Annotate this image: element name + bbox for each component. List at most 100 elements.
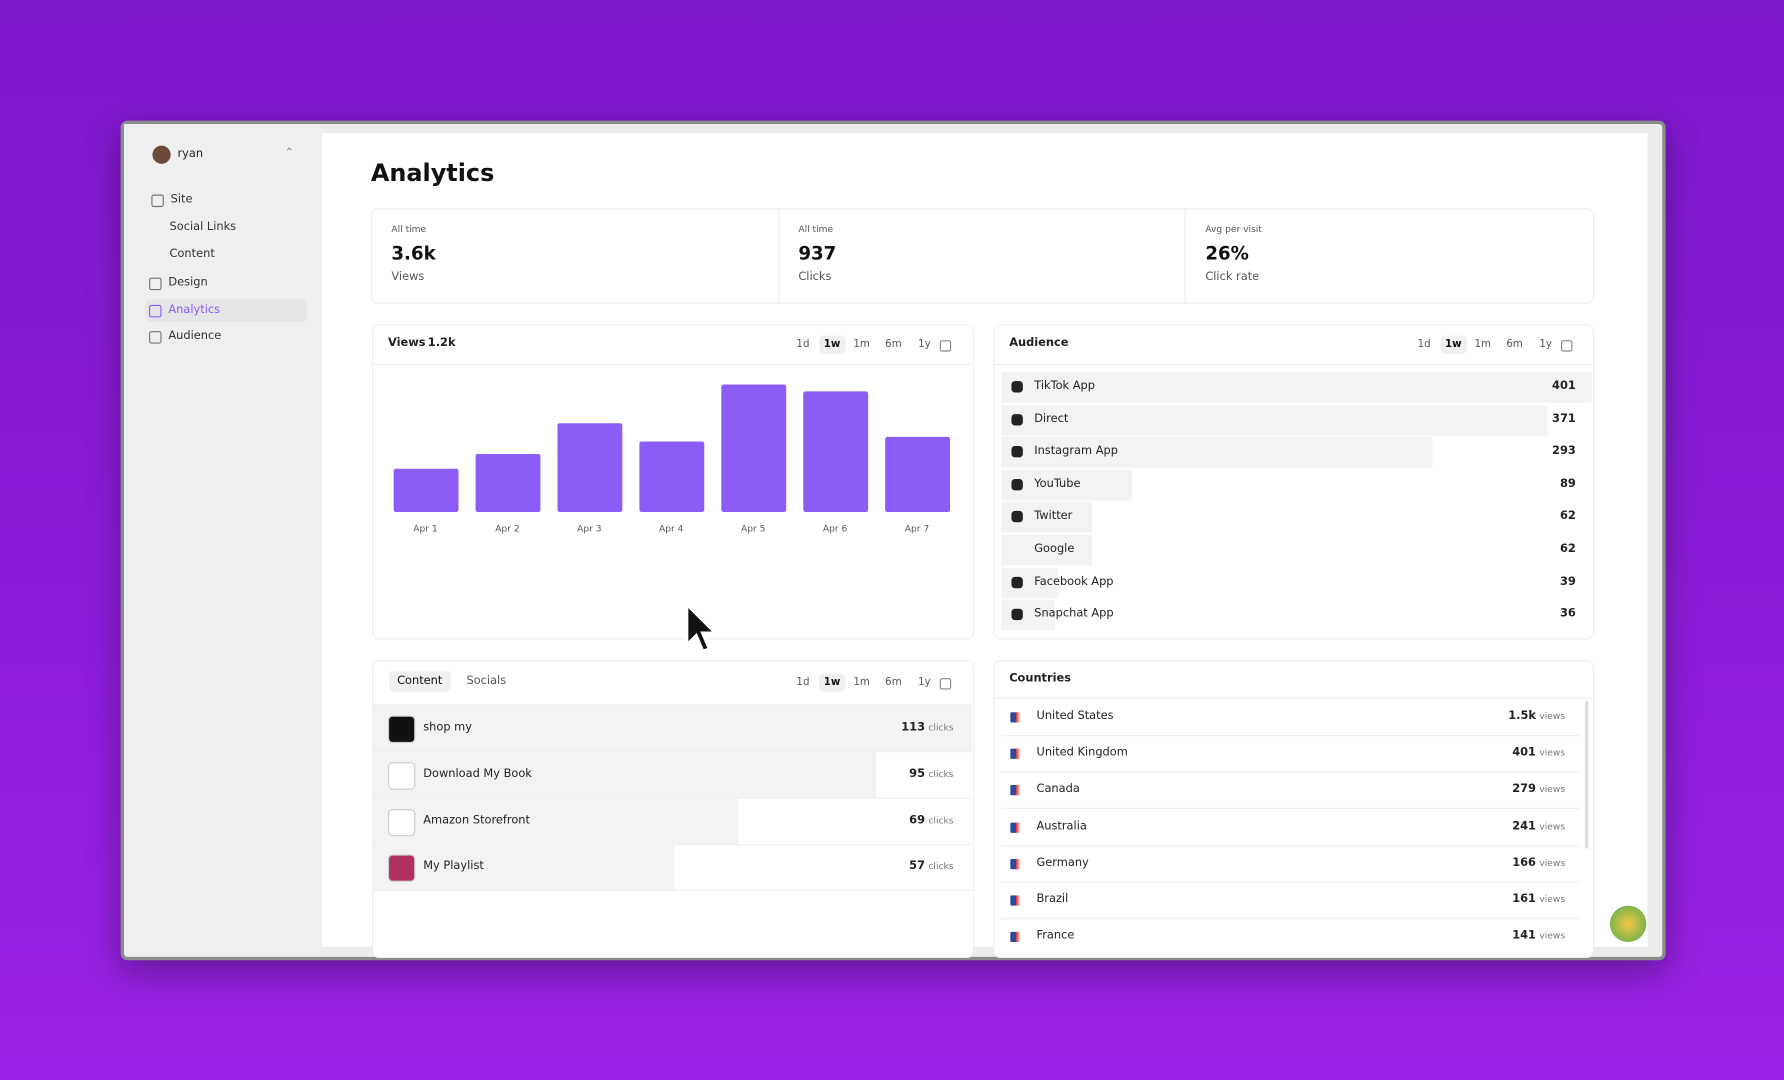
divider (372, 750, 972, 753)
audience-value: 293 (1552, 445, 1576, 458)
content-bar (372, 844, 675, 891)
content-name[interactable]: Amazon Storefront (423, 814, 530, 827)
scrollbar (1584, 700, 1589, 849)
link-icon (387, 762, 416, 790)
source-icon (1011, 413, 1023, 426)
range-tab[interactable]: 1w (819, 673, 845, 692)
stat-caption: All time (391, 224, 427, 235)
stat-label: Clicks (798, 270, 832, 284)
content-name[interactable]: Download My Book (423, 767, 532, 781)
nav-item[interactable]: Content (169, 248, 215, 261)
chevron[interactable]: ⌃ (284, 146, 294, 160)
calendar-icon[interactable] (1560, 340, 1573, 352)
range-tab[interactable]: 1y (1539, 339, 1552, 351)
audience-name: Google (1034, 542, 1075, 556)
range-tab[interactable]: 1y (918, 339, 931, 351)
divider (372, 797, 972, 799)
link-icon (387, 854, 416, 883)
calendar-icon[interactable] (939, 340, 952, 352)
nav-item[interactable]: Site (170, 193, 193, 206)
content-value: 113 (901, 721, 925, 734)
country-name: France (1036, 929, 1075, 943)
flag (1010, 785, 1026, 796)
audience-bar (1001, 469, 1133, 501)
range-tab[interactable]: 1m (853, 676, 870, 689)
country-unit: views (1539, 747, 1566, 758)
content-unit: clicks (928, 768, 954, 780)
bar (720, 384, 786, 512)
content-value: 69 (909, 814, 925, 827)
range-tab[interactable]: 6m (1506, 339, 1523, 351)
content-bar (372, 798, 739, 844)
nav-item[interactable]: Audience (168, 329, 222, 343)
country-name: Germany (1036, 856, 1089, 870)
country-value: 161 (1512, 893, 1536, 906)
bar (393, 468, 458, 512)
country-value: 1.5k (1508, 709, 1536, 723)
content-bar (372, 751, 877, 798)
range-tab[interactable]: 1w (1440, 335, 1467, 354)
country-unit: views (1539, 711, 1566, 722)
help-avatar[interactable] (1609, 905, 1647, 943)
avatar[interactable] (152, 145, 171, 164)
bar (884, 437, 950, 512)
audience-bar (1001, 404, 1548, 436)
views-card (372, 324, 974, 640)
country-unit: views (1539, 894, 1566, 905)
x-tick-label: Apr 2 (495, 523, 520, 534)
range-tab[interactable]: 1y (918, 676, 931, 689)
audience-title: Audience (1009, 336, 1069, 350)
range-tab[interactable]: 6m (885, 339, 902, 351)
bar (556, 423, 622, 512)
source-icon (1011, 511, 1023, 523)
stat-value: 26% (1205, 242, 1249, 264)
range-tab[interactable]: 1d (796, 339, 810, 351)
nav-item[interactable]: Design (168, 276, 208, 289)
flag (1010, 895, 1026, 906)
source-icon (1011, 446, 1023, 458)
source-icon (1011, 576, 1023, 588)
content-name[interactable]: My Playlist (423, 860, 484, 874)
nav-icon (149, 331, 162, 344)
audience-value: 36 (1559, 607, 1576, 621)
source-icon (1011, 478, 1023, 491)
calendar-icon[interactable] (939, 678, 952, 690)
divider (1001, 734, 1582, 737)
user-name[interactable]: ryan (177, 147, 204, 161)
audience-name: YouTube (1034, 477, 1081, 491)
flag (1010, 858, 1026, 870)
x-tick-label: Apr 5 (740, 523, 766, 534)
audience-value: 62 (1559, 510, 1576, 523)
nav-icon (149, 304, 162, 318)
content-tab[interactable]: Content (389, 671, 451, 692)
content-unit: clicks (928, 722, 954, 733)
country-value: 166 (1512, 856, 1536, 870)
divider (993, 364, 1592, 366)
divider (1001, 808, 1582, 810)
divider (1001, 844, 1582, 847)
stat-divider (1184, 209, 1186, 302)
country-value: 241 (1512, 819, 1536, 833)
cursor (686, 602, 717, 653)
range-tab[interactable]: 1w (819, 335, 845, 354)
divider (372, 843, 972, 845)
stat-divider (777, 209, 780, 302)
content-name[interactable]: shop my (423, 721, 473, 734)
audience-name: Instagram App (1034, 445, 1118, 458)
page-title: Analytics (370, 159, 495, 187)
nav-item[interactable]: Social Links (169, 220, 237, 234)
range-tab[interactable]: 1d (796, 676, 810, 689)
nav-item[interactable]: Analytics (168, 303, 221, 317)
range-tab[interactable]: 1m (853, 339, 870, 351)
range-tab[interactable]: 1d (1417, 339, 1431, 351)
country-unit: views (1539, 820, 1566, 832)
bar (475, 454, 540, 512)
audience-name: Twitter (1034, 510, 1073, 523)
x-tick-label: Apr 4 (659, 523, 684, 534)
range-tab[interactable]: 6m (885, 676, 902, 689)
range-tab[interactable]: 1m (1474, 339, 1492, 351)
stat-label: Views (391, 270, 425, 284)
content-tab[interactable]: Socials (466, 674, 507, 688)
stats-card (370, 208, 1594, 304)
